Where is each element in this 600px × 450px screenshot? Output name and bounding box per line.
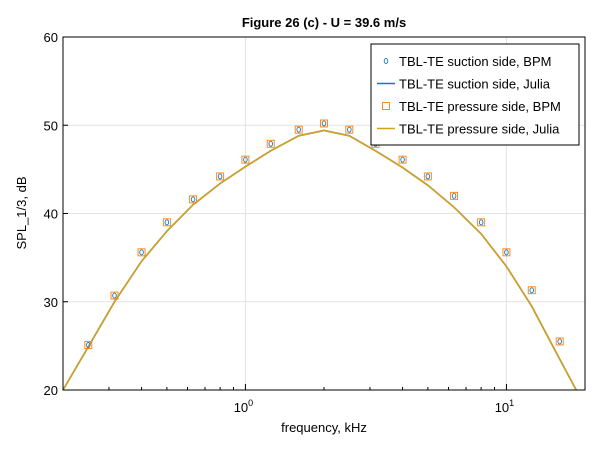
data-point: [86, 342, 91, 348]
data-point: [294, 125, 303, 134]
chart-title: Figure 26 (c) - U = 39.6 m/s: [242, 15, 406, 30]
data-point: [162, 218, 171, 227]
data-point: [502, 248, 511, 257]
legend-label: TBL-TE suction side, Julia: [399, 77, 551, 92]
data-point: [347, 126, 352, 133]
data-point: [477, 218, 486, 227]
data-point: [266, 139, 275, 148]
y-tick-label: 40: [44, 207, 58, 222]
y-tick-label: 30: [44, 295, 58, 310]
x-axis-label: frequency, kHz: [281, 420, 367, 435]
data-point: [555, 337, 564, 346]
data-point: [345, 125, 354, 134]
data-point: [321, 120, 327, 127]
data-point: [425, 173, 431, 180]
y-tick-label: 20: [44, 383, 58, 398]
data-point: [400, 156, 405, 163]
legend: TBL-TE suction side, BPM TBL-TE suction s…: [370, 43, 580, 146]
data-point: [529, 287, 534, 294]
data-point: [164, 219, 170, 226]
data-point: [189, 195, 198, 204]
legend-label: TBL-TE pressure side, Julia: [399, 122, 560, 137]
y-axis-label: SPL_1/3, dB: [14, 177, 29, 250]
x-tick-label: 101: [495, 398, 514, 415]
x-tick-label: 100: [234, 398, 253, 415]
data-point: [450, 191, 459, 200]
legend-square-marker: [382, 102, 390, 110]
data-point: [268, 140, 273, 147]
data-point: [243, 156, 248, 163]
data-point: [84, 341, 93, 349]
data-point: [137, 248, 146, 257]
data-point: [296, 126, 301, 133]
ticks: 20 30 40 50 60 100 101: [44, 30, 515, 415]
plot-area: [62, 119, 577, 391]
data-point: [398, 155, 407, 164]
data-point: [557, 338, 562, 345]
data-point: [190, 196, 196, 203]
series-line: [62, 129, 577, 391]
data-point: [423, 172, 432, 181]
data-point: [478, 219, 484, 226]
data-point: [139, 249, 144, 256]
data-point: [451, 192, 457, 199]
legend-label: TBL-TE pressure side, BPM: [399, 99, 561, 114]
data-point: [112, 292, 117, 299]
legend-label: TBL-TE suction side, BPM: [399, 54, 551, 69]
data-point: [110, 291, 119, 300]
data-point: [527, 286, 536, 295]
data-point: [217, 173, 223, 180]
data-point: [320, 119, 328, 128]
data-point: [216, 172, 225, 181]
data-point: [241, 155, 250, 164]
legend-circle-marker: [383, 58, 389, 64]
y-tick-label: 50: [44, 118, 58, 133]
data-point: [504, 249, 509, 256]
legend-box: [370, 43, 580, 146]
y-tick-label: 60: [44, 30, 58, 45]
